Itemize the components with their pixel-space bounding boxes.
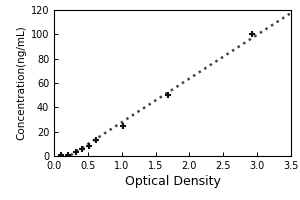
X-axis label: Optical Density: Optical Density bbox=[124, 175, 220, 188]
Y-axis label: Concentration(ng/mL): Concentration(ng/mL) bbox=[16, 26, 26, 140]
